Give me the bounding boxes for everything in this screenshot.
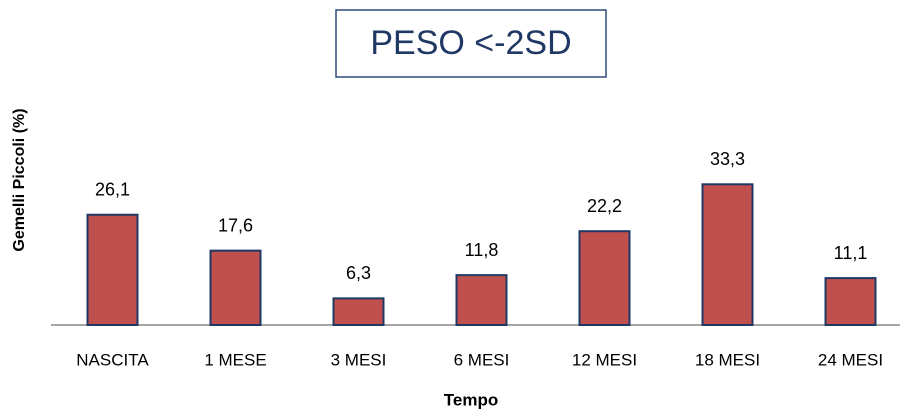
data-label: 17,6: [218, 215, 253, 235]
x-tick-label: 12 MESI: [572, 350, 637, 369]
data-label: 6,3: [346, 263, 371, 283]
chart-title: PESO <-2SD: [370, 24, 571, 62]
x-tick-label: 6 MESI: [454, 350, 510, 369]
bar: [209, 249, 262, 326]
x-tick-label: NASCITA: [76, 350, 149, 369]
data-label: 22,2: [587, 196, 622, 216]
data-label: 11,1: [834, 243, 868, 263]
y-axis-label: Gemelli Piccoli (%): [11, 108, 28, 251]
bar: [86, 213, 139, 326]
bar: [332, 297, 385, 327]
x-axis-label: Tempo: [444, 390, 498, 409]
data-label: 33,3: [710, 149, 745, 169]
bar: [824, 277, 877, 327]
x-tick-label: 1 MESE: [204, 350, 266, 369]
bar: [578, 230, 631, 326]
title-box: [335, 9, 607, 78]
data-label: 11,8: [465, 240, 499, 260]
bar: [455, 274, 508, 326]
x-tick-label: 24 MESI: [818, 350, 883, 369]
data-label: 26,1: [95, 179, 130, 199]
x-tick-label: 3 MESI: [331, 350, 387, 369]
bar: [701, 183, 754, 326]
x-tick-label: 18 MESI: [695, 350, 760, 369]
